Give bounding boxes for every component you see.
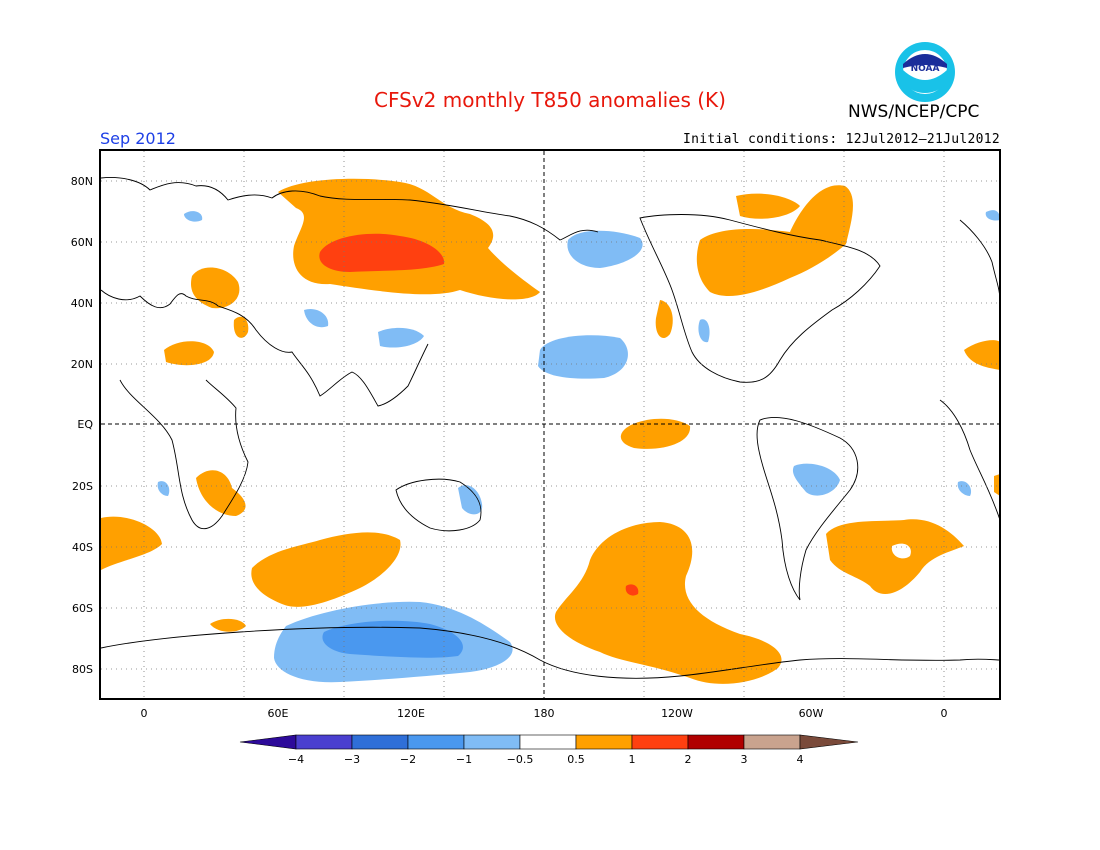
colorbar-swatch — [351, 734, 409, 750]
warm-anomaly-canada — [696, 185, 853, 297]
cool-anomaly-central-asia — [304, 308, 329, 328]
latitude-labels: 80N 60N 40N 20N EQ 20S 40S 60S 80S — [71, 175, 94, 676]
colorbar-label: −4 — [288, 753, 304, 766]
cool-anomaly-e-europe — [985, 210, 1000, 221]
colorbar-swatch — [687, 734, 745, 750]
initial-conditions: Initial conditions: 12Jul2012–21Jul2012 — [683, 132, 1000, 147]
colorbar-swatch — [743, 734, 801, 750]
lat-label: 80N — [71, 175, 93, 188]
cool-anomaly-e-china — [378, 327, 424, 348]
colorbar-swatch — [799, 734, 859, 750]
colorbar-label: 3 — [741, 753, 748, 766]
coastlines — [101, 177, 1000, 679]
colorbar-swatch — [463, 734, 521, 750]
anomaly-fields — [101, 151, 1000, 699]
warm-anomaly-e-pacific-eq — [620, 418, 691, 449]
warm-anomaly-s-atlantic — [826, 519, 964, 595]
warm-anomaly-s-africa — [196, 470, 246, 516]
colorbar-label: −3 — [344, 753, 360, 766]
noaa-logo: NOAA — [893, 40, 957, 104]
warm-anomaly-mideast — [233, 316, 249, 338]
warm-anomaly-s-atlantic-w — [101, 516, 162, 570]
lat-label: 20S — [72, 480, 93, 493]
lat-label: 60S — [72, 602, 93, 615]
warm-anomaly-e-edge-20n — [964, 340, 1000, 370]
agency-label: NWS/NCEP/CPC — [848, 102, 980, 122]
cool-anomaly-madagascar-e — [957, 481, 972, 496]
colorbar-swatch — [295, 734, 353, 750]
colorbar-label: 1 — [629, 753, 636, 766]
warm-anomaly-s-indian — [251, 532, 401, 607]
colorbar-label: 2 — [685, 753, 692, 766]
cool-anomaly-australia — [458, 485, 483, 515]
lat-label: 80S — [72, 663, 93, 676]
colorbar-swatch — [575, 734, 633, 750]
warm-anomaly-sahara — [164, 341, 214, 366]
warm-anomaly-s-pacific — [554, 522, 782, 684]
lat-label: 40S — [72, 541, 93, 554]
cool-anomaly-madagascar-w — [157, 481, 170, 496]
colorbar-swatch — [519, 734, 577, 750]
lon-label: 60E — [268, 707, 289, 720]
cool-anomaly-w-us — [698, 319, 710, 343]
cool-anomaly-ne-pacific — [567, 230, 643, 268]
lat-label: EQ — [77, 418, 93, 431]
warm-anomaly-s-pacific-core — [625, 584, 639, 596]
lon-label: 0 — [141, 707, 148, 720]
colorbar-swatch — [631, 734, 689, 750]
colorbar-label: 0.5 — [567, 753, 585, 766]
warm-anomaly-w-pacific-coast — [655, 300, 673, 339]
lon-label: 120E — [397, 707, 425, 720]
warm-anomaly-e-edge-20s — [994, 474, 1000, 496]
colorbar-swatch — [407, 734, 465, 750]
longitude-labels: 0 60E 120E 180 120W 60W 0 — [141, 707, 948, 720]
lat-label: 60N — [71, 236, 93, 249]
map-frame — [99, 149, 1001, 700]
forecast-month: Sep 2012 — [100, 129, 176, 148]
warm-anomaly-greenland — [736, 193, 800, 219]
warm-anomaly-europe — [190, 267, 240, 309]
cool-anomaly-brazil — [792, 463, 840, 496]
cool-anomaly-antarctic-core — [322, 620, 463, 658]
map-title: CFSv2 monthly T850 anomalies (K) — [374, 88, 726, 112]
colorbar-label: 4 — [797, 753, 804, 766]
colorbar-swatch — [239, 734, 297, 750]
cool-anomaly-scandinavia — [184, 211, 203, 222]
colorbar-label: −0.5 — [507, 753, 534, 766]
lat-label: 40N — [71, 297, 93, 310]
lat-label: 20N — [71, 358, 93, 371]
warm-anomaly-s-indian-small — [210, 618, 246, 632]
warm-anomaly-siberia-core — [319, 233, 445, 272]
logo-text: NOAA — [911, 64, 940, 74]
lon-label: 120W — [661, 707, 693, 720]
colorbar: −4 −3 −2 −1 −0.5 0.5 1 2 3 4 — [239, 734, 859, 766]
lon-label: 180 — [534, 707, 555, 720]
cool-anomaly-c-pacific — [538, 335, 628, 379]
colorbar-label: −1 — [456, 753, 472, 766]
lon-label: 0 — [941, 707, 948, 720]
colorbar-label: −2 — [400, 753, 416, 766]
lon-label: 60W — [799, 707, 824, 720]
